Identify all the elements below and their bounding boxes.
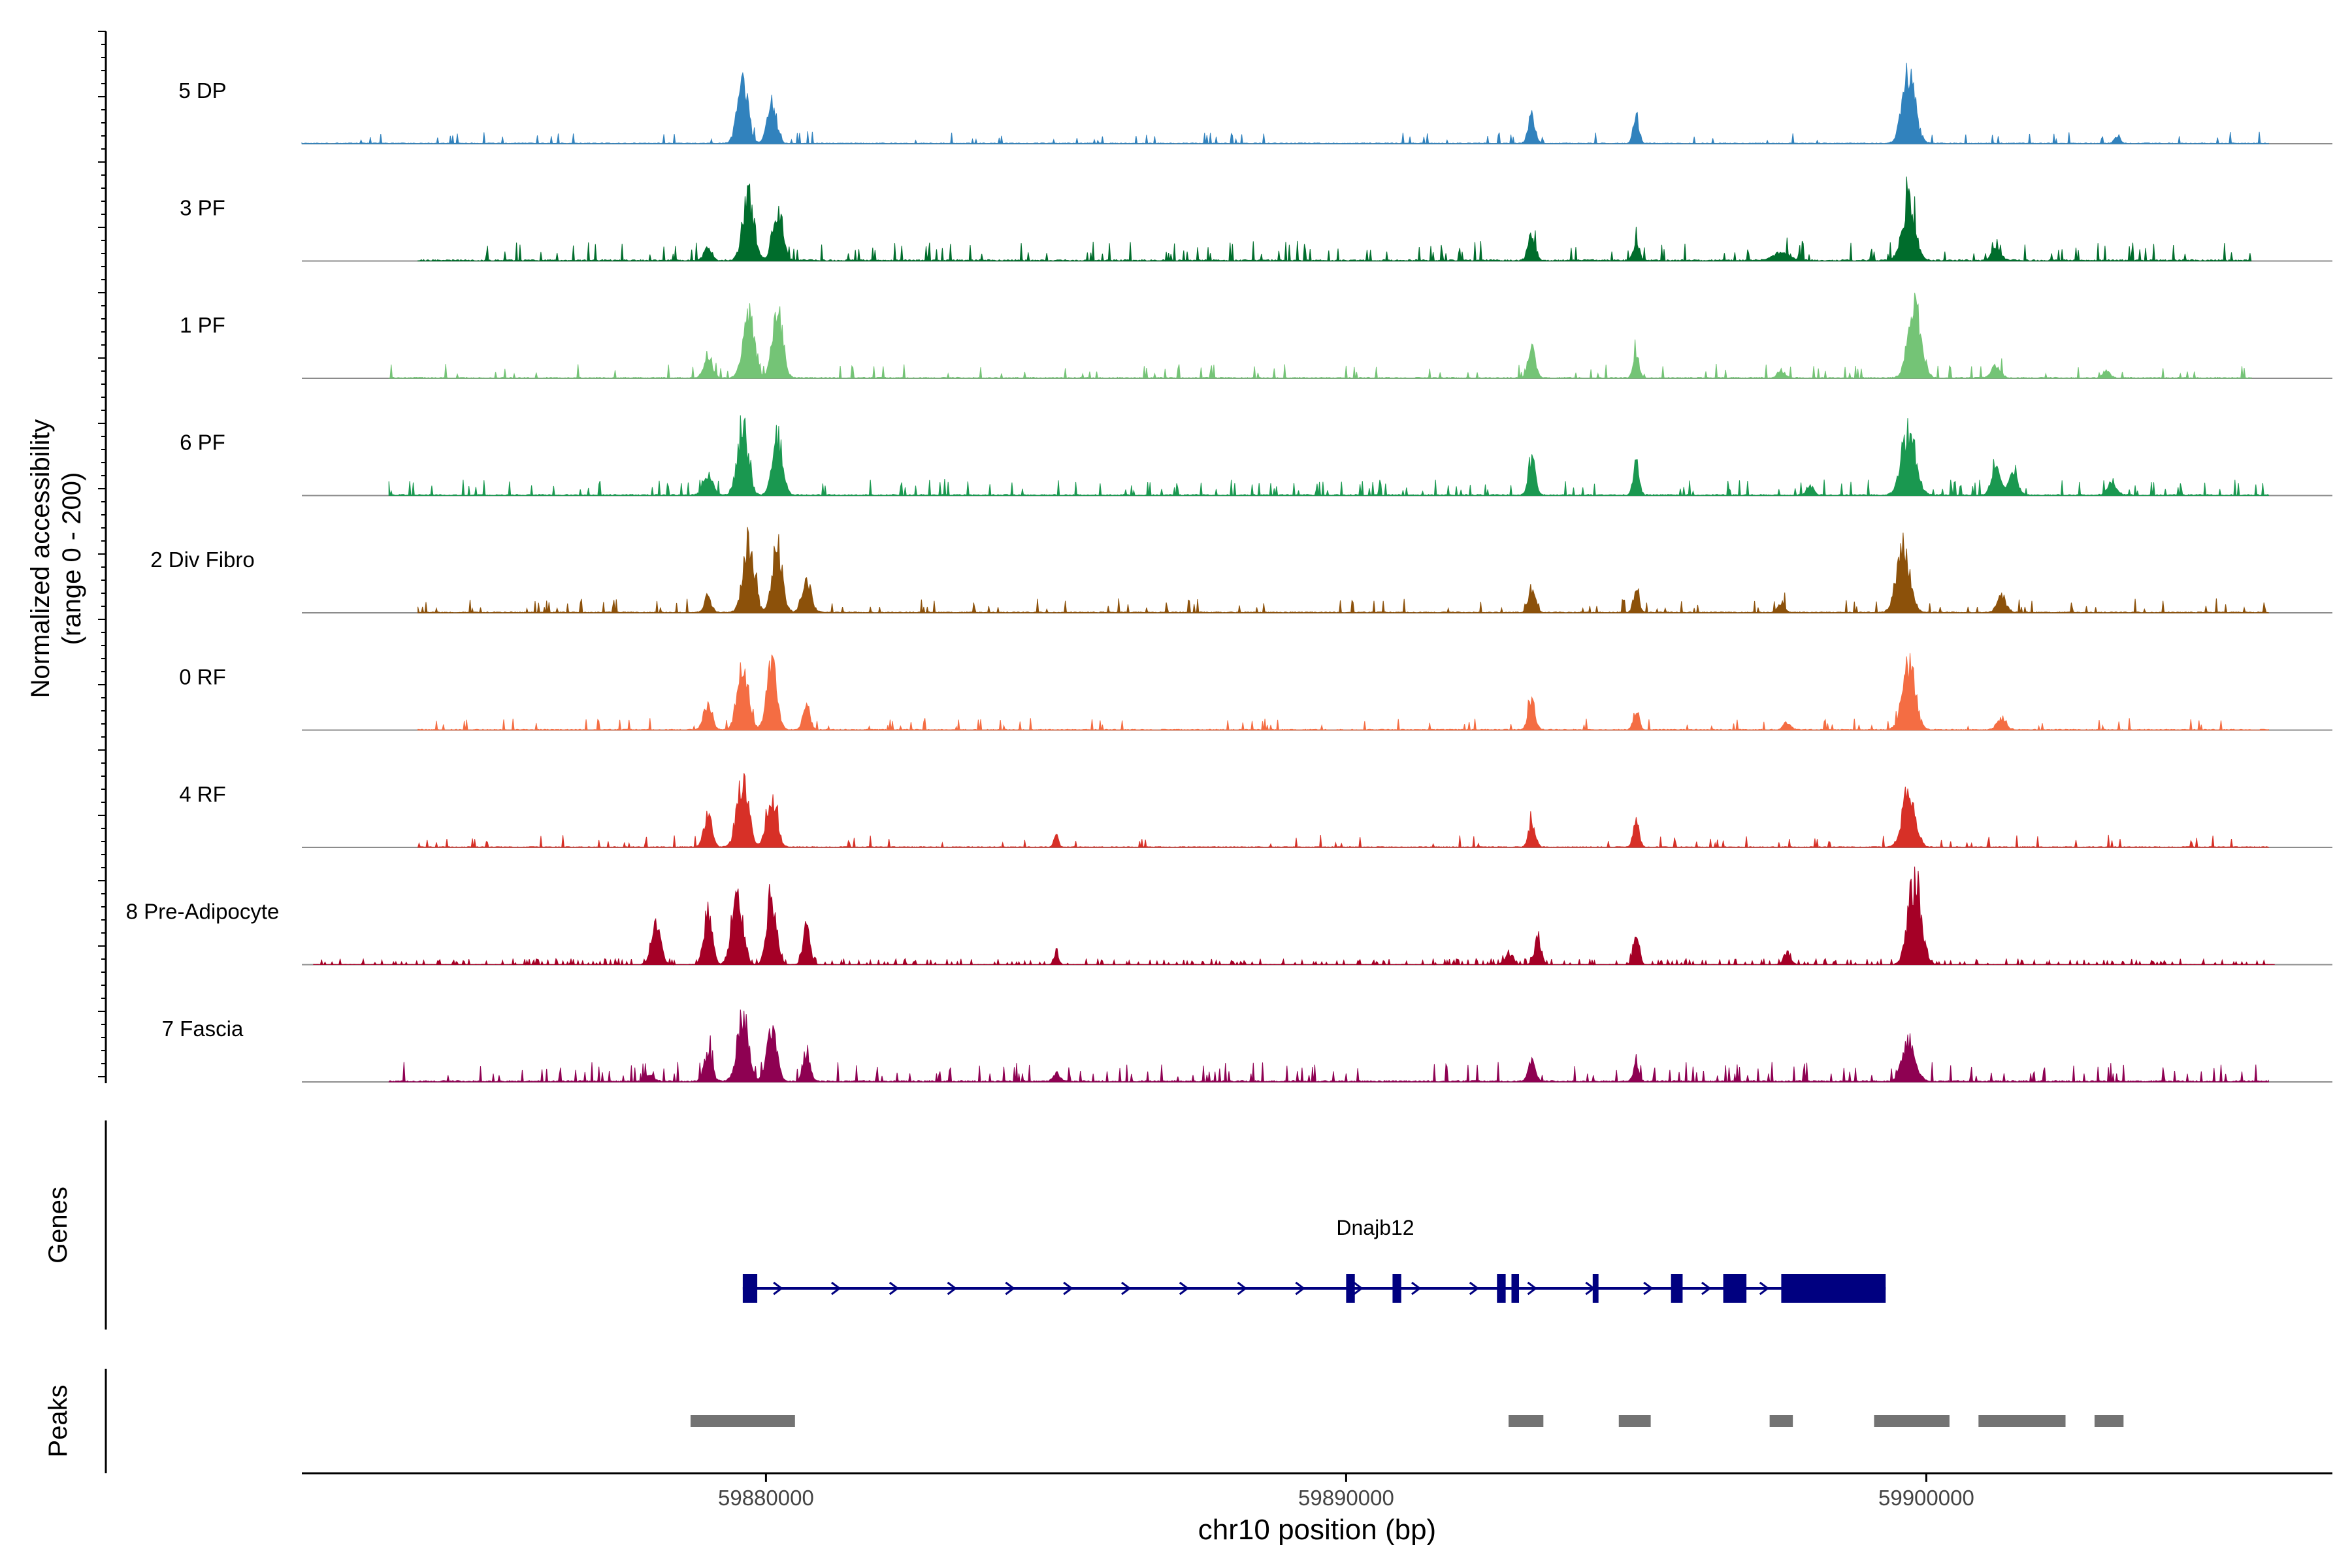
- coverage-tracks: 5 DP 3 PF 1 PF 6 PF 2 Div Fibro 0 RF 4 RF 8 Pre…: [126, 63, 2332, 1083]
- peak-region: [1618, 1415, 1651, 1427]
- track-4-rf: 4 RF: [179, 773, 2332, 848]
- x-tick-label: 59890000: [1298, 1486, 1394, 1510]
- strand-arrow: [1121, 1281, 1132, 1296]
- strand-arrow: [1759, 1281, 1770, 1296]
- coverage-area: [388, 293, 2252, 379]
- gene-exon: [742, 1274, 758, 1303]
- coverage-y-axis-ticks: [98, 31, 106, 1077]
- track-7-fascia: 7 Fascia: [162, 1009, 2332, 1083]
- track-label: 5 DP: [178, 78, 226, 103]
- track-label: 0 RF: [179, 665, 226, 689]
- coverage-area: [417, 527, 2269, 613]
- track-6-pf: 6 PF: [180, 415, 2332, 497]
- gene-exon: [1723, 1274, 1747, 1303]
- gene-track: Dnajb12: [742, 1216, 1886, 1303]
- strand-arrow: [1295, 1281, 1305, 1296]
- coverage-area: [417, 773, 2269, 848]
- gene-exon: [1781, 1274, 1886, 1303]
- track-label: 2 Div Fibro: [150, 547, 255, 572]
- coverage-area: [417, 653, 2269, 731]
- strand-arrow: [1469, 1281, 1480, 1296]
- genes-track-label: Genes: [44, 1186, 73, 1264]
- coverage-area: [301, 63, 2269, 144]
- gene-exon: [1592, 1274, 1599, 1303]
- track-5-dp: 5 DP: [178, 63, 2332, 144]
- track-3-pf: 3 PF: [180, 176, 2332, 262]
- coverage-area: [417, 176, 2252, 262]
- peak-region: [1874, 1415, 1950, 1427]
- strand-arrow: [889, 1281, 900, 1296]
- track-label: 1 PF: [180, 313, 225, 337]
- strand-arrow: [1179, 1281, 1190, 1296]
- peak-region: [1509, 1415, 1544, 1427]
- x-tick-label: 59900000: [1878, 1486, 1974, 1510]
- strand-arrow: [831, 1281, 841, 1296]
- peak-region: [2094, 1415, 2124, 1427]
- track-label: 4 RF: [179, 782, 226, 806]
- x-axis-label: chr10 position (bp): [1198, 1514, 1436, 1546]
- y-axis-label-range: (range 0 - 200): [57, 472, 86, 645]
- peak-region: [690, 1415, 795, 1427]
- strand-arrow: [1353, 1281, 1364, 1296]
- peak-region: [1769, 1415, 1793, 1427]
- track-label: 6 PF: [180, 431, 225, 455]
- strand-arrow: [1063, 1281, 1073, 1296]
- coverage-area: [388, 1009, 2269, 1083]
- track-0-rf: 0 RF: [179, 653, 2332, 731]
- peak-region: [1978, 1415, 2066, 1427]
- gene-exon: [1671, 1274, 1683, 1303]
- y-axis-label: Normalized accessibility (range 0 - 200): [26, 419, 86, 698]
- y-axis-label-main: Normalized accessibility: [26, 419, 55, 698]
- x-axis-ticks: 59880000 59890000 59900000: [718, 1473, 1974, 1510]
- peaks-track-label: Peaks: [44, 1384, 73, 1457]
- coverage-area: [388, 415, 2269, 497]
- track-2-div-fibro: 2 Div Fibro: [150, 527, 2332, 613]
- strand-arrow: [1701, 1281, 1712, 1296]
- track-label: 8 Pre-Adipocyte: [126, 900, 280, 924]
- strand-arrow: [1643, 1281, 1654, 1296]
- track-label: 7 Fascia: [162, 1017, 244, 1041]
- gene-exon: [1497, 1274, 1506, 1303]
- track-label: 3 PF: [180, 196, 225, 220]
- strand-arrow: [947, 1281, 958, 1296]
- strand-arrow: [1237, 1281, 1248, 1296]
- gene-exon: [1392, 1274, 1401, 1303]
- gene-name-label: Dnajb12: [1336, 1216, 1414, 1239]
- strand-arrow: [773, 1281, 783, 1296]
- track-8-pre-adipocyte: 8 Pre-Adipocyte: [126, 866, 2332, 966]
- coverage-area: [313, 866, 2275, 966]
- x-tick-label: 59880000: [718, 1486, 814, 1510]
- strand-arrow: [1005, 1281, 1015, 1296]
- peak-track: [690, 1415, 2124, 1427]
- track-1-pf: 1 PF: [180, 293, 2332, 379]
- gene-exon: [1346, 1274, 1355, 1303]
- strand-arrow: [1527, 1281, 1538, 1296]
- gene-exon: [1511, 1274, 1520, 1303]
- strand-arrow: [1411, 1281, 1422, 1296]
